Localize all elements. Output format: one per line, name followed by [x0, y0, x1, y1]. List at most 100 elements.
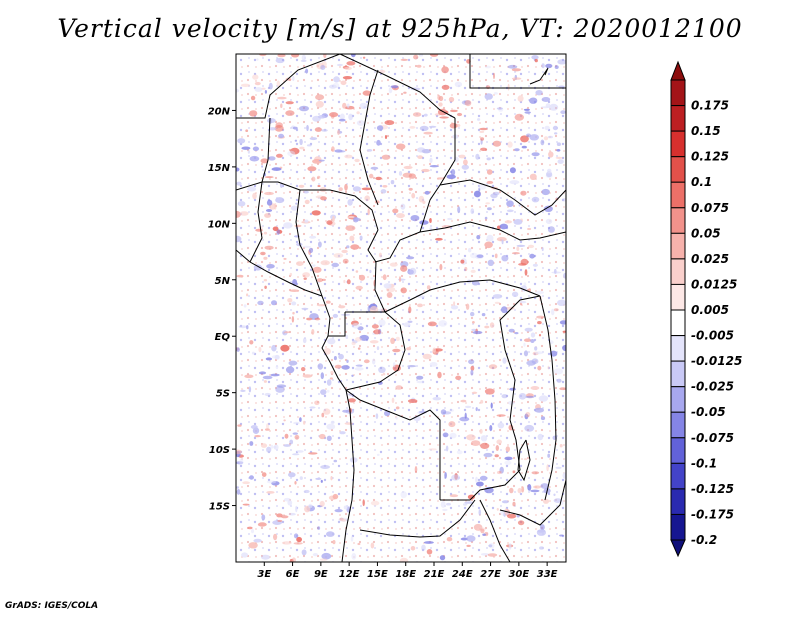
field-patch — [287, 150, 296, 157]
field-patch — [369, 173, 374, 179]
field-patch — [529, 97, 538, 104]
field-patch — [470, 208, 475, 215]
field-patch — [520, 258, 529, 266]
field-patch — [308, 247, 314, 253]
field-patch — [486, 157, 491, 161]
lon-tick-label: 12E — [339, 569, 360, 580]
field-patch — [428, 125, 437, 128]
field-patch — [501, 306, 508, 314]
field-patch — [541, 97, 551, 102]
field-patch — [478, 187, 481, 192]
field-patch — [480, 442, 490, 449]
field-patch — [301, 549, 307, 556]
field-patch — [266, 480, 277, 484]
field-patch — [316, 304, 326, 307]
field-patch — [291, 301, 297, 306]
field-patch — [249, 155, 260, 162]
field-patch — [558, 85, 565, 88]
field-patch — [435, 237, 443, 241]
field-patch — [429, 218, 432, 223]
field-patch — [485, 85, 491, 90]
field-patch — [557, 59, 566, 65]
field-patch — [281, 541, 292, 545]
field-patch — [352, 340, 358, 344]
field-patch — [472, 330, 483, 335]
colorbar-label: -0.0125 — [691, 354, 742, 368]
field-patch — [249, 340, 254, 345]
field-patch — [476, 481, 484, 487]
field-patch — [535, 90, 543, 96]
field-patch — [284, 331, 290, 334]
field-patch — [476, 235, 481, 240]
field-patch — [484, 216, 488, 220]
field-patch — [540, 524, 545, 531]
field-patch — [239, 458, 244, 465]
colorbar: 0.175 0.15 0.125 0.1 0.075 0.05 0.025 0.0125 0.0… — [670, 60, 742, 558]
colorbar-label: -0.05 — [691, 405, 726, 419]
field-patch — [331, 146, 335, 152]
colorbar-swatch — [670, 513, 686, 541]
field-patch — [292, 453, 300, 456]
field-patch — [389, 262, 398, 267]
field-patch — [479, 428, 483, 434]
field-patch — [465, 303, 470, 310]
field-patch — [319, 558, 328, 561]
colorbar-label: 0.15 — [691, 124, 721, 138]
field-patch — [498, 107, 504, 112]
field-patch — [350, 536, 354, 542]
field-patch — [455, 375, 462, 380]
colorbar-swatch — [670, 232, 686, 260]
field-patch — [266, 264, 275, 269]
field-patch — [272, 226, 279, 232]
field-patch — [363, 359, 370, 364]
field-patch — [344, 66, 352, 71]
colorbar-label: 0.1 — [691, 175, 712, 189]
field-patch — [378, 366, 386, 373]
field-patch — [333, 356, 337, 361]
lat-tick-label: EQ — [215, 332, 231, 343]
field-patch — [319, 433, 326, 440]
field-patch — [338, 353, 344, 360]
field-patch — [530, 339, 535, 343]
field-patch — [271, 167, 282, 171]
field-patch — [341, 249, 348, 254]
field-patch — [280, 344, 290, 352]
field-patch — [253, 538, 262, 543]
field-patch — [538, 334, 542, 337]
field-patch — [547, 365, 550, 370]
field-patch — [540, 139, 545, 146]
field-patch — [364, 195, 371, 201]
field-patch — [512, 501, 516, 507]
field-patch — [399, 557, 409, 562]
field-patch — [271, 355, 280, 359]
field-patch — [546, 464, 549, 472]
field-patch — [412, 112, 422, 117]
field-patch — [413, 54, 419, 60]
colorbar-bottom-arrow — [670, 539, 686, 558]
colorbar-label: -0.005 — [691, 329, 734, 343]
field-patch — [496, 107, 503, 110]
field-patch — [560, 110, 566, 115]
field-patch — [464, 100, 472, 107]
field-patch — [263, 380, 267, 383]
field-patch — [547, 226, 555, 233]
field-patch — [375, 413, 379, 419]
field-patch — [514, 113, 524, 121]
field-patch — [395, 385, 403, 390]
field-patch — [496, 507, 499, 511]
field-patch — [508, 543, 512, 550]
field-patch — [486, 169, 493, 175]
field-patch — [547, 168, 552, 174]
field-patch — [400, 287, 407, 294]
field-patch — [539, 546, 544, 550]
field-patch — [299, 417, 302, 422]
field-patch — [317, 526, 321, 530]
field-patch — [489, 425, 493, 432]
field-patch — [359, 334, 370, 341]
field-patch — [320, 196, 327, 201]
field-patch — [236, 274, 244, 278]
field-patch — [355, 285, 363, 290]
colorbar-swatch — [670, 488, 686, 515]
field-patch — [529, 253, 535, 259]
field-patch — [372, 358, 376, 365]
